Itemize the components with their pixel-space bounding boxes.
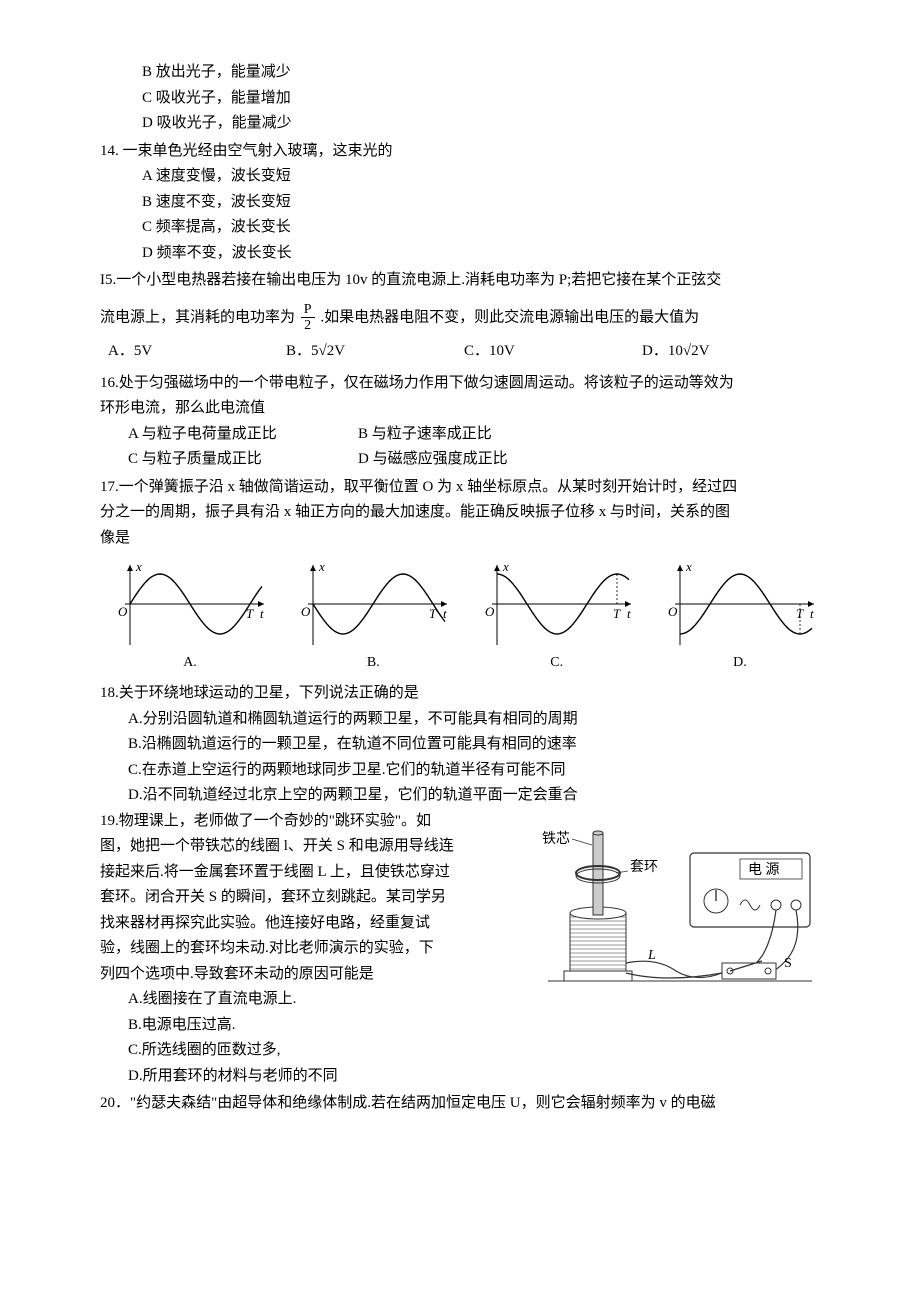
q13-option-D: D 吸收光子，能量减少	[100, 111, 820, 137]
q13-option-B: B 放出光子，能量减少	[100, 60, 820, 86]
svg-text:O: O	[668, 604, 678, 619]
q16-options-row1: A 与粒子电荷量成正比 B 与粒子速率成正比	[100, 422, 820, 448]
q14-option-B: B 速度不变，波长变短	[100, 190, 820, 216]
q14-option-A: A 速度变慢，波长变短	[100, 164, 820, 190]
svg-text:S: S	[784, 956, 792, 971]
q19-stem-line7: 列四个选项中.导致套环未动的原因可能是	[100, 962, 530, 988]
sine-plot-D: x O Tt	[660, 559, 820, 649]
q19-stem-line6: 验，线圈上的套环均未动.对比老师演示的实验，下	[100, 936, 530, 962]
q19-stem-line1: 19.物理课上，老师做了一个奇妙的"跳环实验"。如	[100, 809, 530, 835]
q15-stem-2a: 流电源上，其消耗的电功率为	[100, 309, 295, 325]
q18-option-D: D.沿不同轨道经过北京上空的两颗卫星，它们的轨道平面一定会重合	[100, 783, 820, 809]
q17-chart-D: x O Tt D.	[660, 559, 820, 675]
svg-text:t: t	[627, 606, 631, 621]
svg-text:O: O	[485, 604, 495, 619]
svg-text:T: T	[613, 606, 621, 621]
q15-option-D: D．10√2V	[642, 339, 820, 365]
q16-option-D: D 与磁感应强度成正比	[358, 447, 508, 473]
q13-option-C: C 吸收光子，能量增加	[100, 86, 820, 112]
q14-stem: 14. 一束单色光经由空气射入玻璃，这束光的	[100, 139, 820, 165]
q16-stem-line2: 环形电流，那么此电流值	[100, 396, 820, 422]
q16-option-C: C 与粒子质量成正比	[128, 447, 358, 473]
q19-figure: 电 源 铁芯套环 L S	[540, 813, 820, 1003]
svg-text:铁芯: 铁芯	[542, 831, 570, 847]
q19-option-B: B.电源电压过高.	[100, 1013, 530, 1039]
svg-text:O: O	[118, 604, 128, 619]
svg-text:L: L	[647, 948, 656, 963]
sine-plot-B: x O Tt	[293, 559, 453, 649]
q17-label-D: D.	[733, 651, 747, 675]
svg-text:T: T	[796, 606, 804, 621]
q19-container: 19.物理课上，老师做了一个奇妙的"跳环实验"。如 图，她把一个带铁芯的线圈 l…	[100, 809, 820, 1090]
sine-plot-A: x O Tt	[110, 559, 270, 649]
svg-text:套环: 套环	[630, 859, 658, 875]
q19-text-block: 19.物理课上，老师做了一个奇妙的"跳环实验"。如 图，她把一个带铁芯的线圈 l…	[100, 809, 530, 1090]
q19-option-D: D.所用套环的材料与老师的不同	[100, 1064, 530, 1090]
svg-text:O: O	[301, 604, 311, 619]
q19-option-A: A.线圈接在了直流电源上.	[100, 987, 530, 1013]
q18-option-B: B.沿椭圆轨道运行的一颗卫星，在轨道不同位置可能具有相同的速率	[100, 732, 820, 758]
q17-stem-line3: 像是	[100, 526, 820, 552]
svg-text:x: x	[318, 559, 325, 574]
q18-option-C: C.在赤道上空运行的两颗地球同步卫星.它们的轨道半径有可能不同	[100, 758, 820, 784]
svg-text:t: t	[810, 606, 814, 621]
q17-label-C: C.	[550, 651, 563, 675]
q16-options-row2: C 与粒子质量成正比 D 与磁感应强度成正比	[100, 447, 820, 473]
q15-stem-2b: .如果电热器电阻不变，则此交流电源输出电压的最大值为	[320, 309, 699, 325]
svg-text:T: T	[246, 606, 254, 621]
q14-option-C: C 频率提高，波长变长	[100, 215, 820, 241]
q16-option-B: B 与粒子速率成正比	[358, 422, 492, 448]
q15-stem-line1: I5.一个小型电热器若接在输出电压为 10v 的直流电源上.消耗电功率为 P;若…	[100, 268, 820, 294]
q20-stem: 20．"约瑟夫森结"由超导体和绝缘体制成.若在结两加恒定电压 U，则它会辐射频率…	[100, 1091, 820, 1117]
q19-stem-line4: 套环。闭合开关 S 的瞬间，套环立刻跳起。某司学另	[100, 885, 530, 911]
svg-text:x: x	[685, 559, 692, 574]
q15-option-C: C．10V	[464, 339, 642, 365]
q18-stem: 18.关于环绕地球运动的卫星，下列说法正确的是	[100, 681, 820, 707]
svg-text:t: t	[260, 606, 264, 621]
fraction-P-over-2: P2	[301, 302, 315, 334]
sine-plot-C: x O Tt	[477, 559, 637, 649]
svg-text:t: t	[443, 606, 447, 621]
svg-text:T: T	[429, 606, 437, 621]
q16-option-A: A 与粒子电荷量成正比	[128, 422, 358, 448]
jump-ring-apparatus-figure: 电 源 铁芯套环 L S	[540, 813, 820, 1003]
q17-stem-line1: 17.一个弹簧振子沿 x 轴做简谐运动，取平衡位置 O 为 x 轴坐标原点。从某…	[100, 475, 820, 501]
q17-label-B: B.	[367, 651, 380, 675]
q19-stem-line2: 图，她把一个带铁芯的线圈 l、开关 S 和电源用导线连	[100, 834, 530, 860]
q15-options-row: A．5V B．5√2V C．10V D．10√2V	[100, 339, 820, 365]
q17-chart-B: x O Tt B.	[293, 559, 453, 675]
q17-label-A: A.	[183, 651, 197, 675]
q17-charts-row: x O Tt A. x O Tt B. x O Tt C. x O Tt D.	[100, 551, 820, 679]
q19-option-C: C.所选线圈的匝数过多,	[100, 1038, 530, 1064]
q15-option-A: A．5V	[108, 339, 286, 365]
q16-stem-line1: 16.处于匀强磁场中的一个带电粒子，仅在磁场力作用下做匀速圆周运动。将该粒子的运…	[100, 371, 820, 397]
q17-chart-A: x O Tt A.	[110, 559, 270, 675]
q15-stem-line2: 流电源上，其消耗的电功率为 P2 .如果电热器电阻不变，则此交流电源输出电压的最…	[100, 302, 820, 334]
svg-text:x: x	[135, 559, 142, 574]
q17-chart-C: x O Tt C.	[477, 559, 637, 675]
q14-option-D: D 频率不变，波长变长	[100, 241, 820, 267]
q17-stem-line2: 分之一的周期，振子具有沿 x 轴正方向的最大加速度。能正确反映振子位移 x 与时…	[100, 500, 820, 526]
q19-stem-line3: 接起来后.将一金属套环置于线圈 L 上，且使铁芯穿过	[100, 860, 530, 886]
q15-option-B: B．5√2V	[286, 339, 464, 365]
svg-text:电 源: 电 源	[748, 862, 780, 878]
svg-text:x: x	[502, 559, 509, 574]
q18-option-A: A.分别沿圆轨道和椭圆轨道运行的两颗卫星，不可能具有相同的周期	[100, 707, 820, 733]
q19-stem-line5: 找来器材再探究此实验。他连接好电路，经重复试	[100, 911, 530, 937]
